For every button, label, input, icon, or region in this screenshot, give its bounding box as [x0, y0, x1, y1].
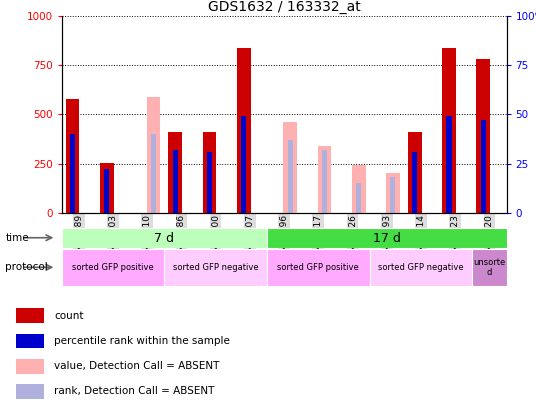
Text: sorted GFP positive: sorted GFP positive	[278, 263, 359, 272]
Bar	[16, 359, 44, 373]
Bar	[146, 97, 160, 213]
Bar	[288, 140, 293, 213]
Bar	[100, 162, 114, 213]
Bar	[203, 132, 217, 213]
Bar	[165, 249, 267, 286]
Bar	[442, 48, 456, 213]
Bar	[370, 249, 472, 286]
Text: rank, Detection Call = ABSENT: rank, Detection Call = ABSENT	[55, 386, 215, 396]
Bar	[481, 120, 486, 213]
Bar	[352, 164, 366, 213]
Text: 17 d: 17 d	[373, 232, 401, 245]
Bar	[322, 150, 327, 213]
Bar	[356, 183, 361, 213]
Text: 7 d: 7 d	[154, 232, 174, 245]
Bar	[16, 384, 44, 399]
Bar	[16, 334, 44, 348]
Bar	[446, 116, 452, 213]
Bar	[70, 134, 75, 213]
Text: percentile rank within the sample: percentile rank within the sample	[55, 336, 230, 346]
Text: sorted GFP negative: sorted GFP negative	[378, 263, 464, 272]
Text: sorted GFP positive: sorted GFP positive	[72, 263, 154, 272]
Bar	[284, 122, 297, 213]
Bar	[151, 134, 156, 213]
Text: sorted GFP negative: sorted GFP negative	[173, 263, 258, 272]
Bar	[472, 249, 507, 286]
Bar	[390, 177, 396, 213]
Bar	[16, 308, 44, 323]
Bar	[62, 249, 165, 286]
Bar	[173, 150, 178, 213]
Bar	[318, 146, 331, 213]
Title: GDS1632 / 163332_at: GDS1632 / 163332_at	[208, 0, 360, 14]
Bar	[477, 60, 490, 213]
Bar	[408, 132, 422, 213]
Bar	[207, 152, 212, 213]
Text: count: count	[55, 311, 84, 321]
Bar	[66, 99, 79, 213]
Bar	[267, 228, 507, 248]
Text: time: time	[5, 233, 29, 243]
Bar	[62, 228, 267, 248]
Bar	[241, 116, 246, 213]
Text: value, Detection Call = ABSENT: value, Detection Call = ABSENT	[55, 361, 220, 371]
Text: unsorte
d: unsorte d	[473, 258, 505, 277]
Text: protocol: protocol	[5, 262, 48, 272]
Bar	[168, 132, 182, 213]
Bar	[237, 48, 250, 213]
Bar	[267, 249, 370, 286]
Bar	[412, 152, 418, 213]
Bar	[386, 173, 400, 213]
Bar	[104, 169, 109, 213]
